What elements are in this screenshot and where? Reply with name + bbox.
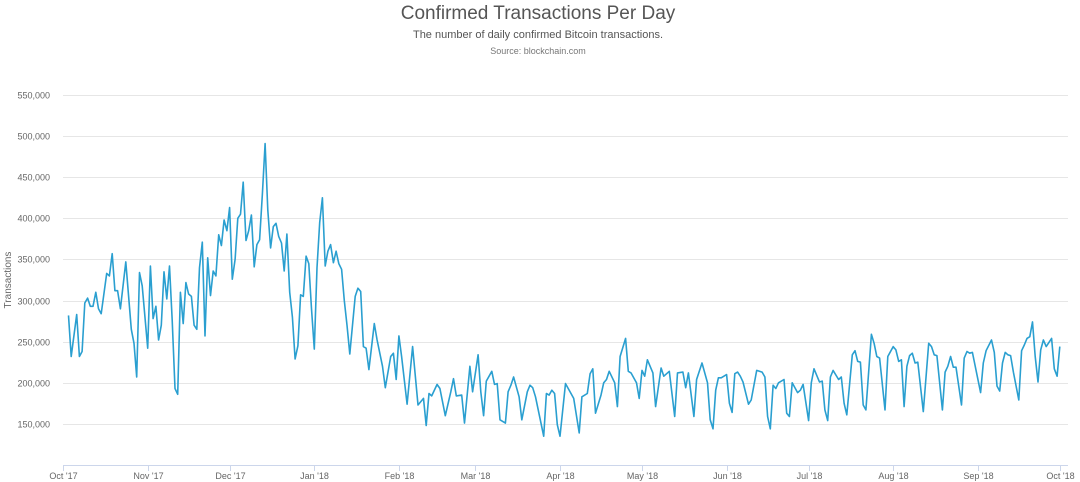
y-tick-label: 150,000 [17,420,50,430]
y-tick-label: 250,000 [17,338,50,348]
chart-subtitle: The number of daily confirmed Bitcoin tr… [413,29,663,41]
y-tick-label: 200,000 [17,379,50,389]
x-tick-label: Oct '17 [49,471,77,481]
x-tick-label: Dec '17 [215,471,245,481]
y-tick-label: 400,000 [17,214,50,224]
y-tick-label: 300,000 [17,297,50,307]
x-tick-label: Sep '18 [963,471,993,481]
x-tick-label: Aug '18 [878,471,908,481]
chart-title: Confirmed Transactions Per Day [401,3,676,24]
series-line [67,142,1061,437]
x-tick-label: Nov '17 [133,471,163,481]
x-tick-label: May '18 [627,471,658,481]
gridlines [63,95,1068,425]
y-tick-label: 450,000 [17,173,50,183]
x-tick-label: Mar '18 [461,471,491,481]
x-tick-label: Oct '18 [1046,471,1074,481]
x-axis-ticks: Oct '17 Nov '17 Dec '17 Jan '18 Feb '18 Mar '… [49,465,1075,481]
y-tick-label: 350,000 [17,255,50,265]
x-tick-label: Jun '18 [713,471,742,481]
y-tick-label: 500,000 [17,132,50,142]
y-tick-label: 550,000 [17,91,50,101]
x-tick-label: Jul '18 [797,471,823,481]
x-tick-label: Feb '18 [385,471,415,481]
y-axis-ticks: 150,000 200,000 250,000 300,000 350,000 400,0… [17,91,50,430]
x-tick-label: Jan '18 [300,471,329,481]
chart-source: Source: blockchain.com [490,46,586,56]
y-axis-label: Transactions [3,252,14,309]
x-tick-label: Apr '18 [546,471,574,481]
